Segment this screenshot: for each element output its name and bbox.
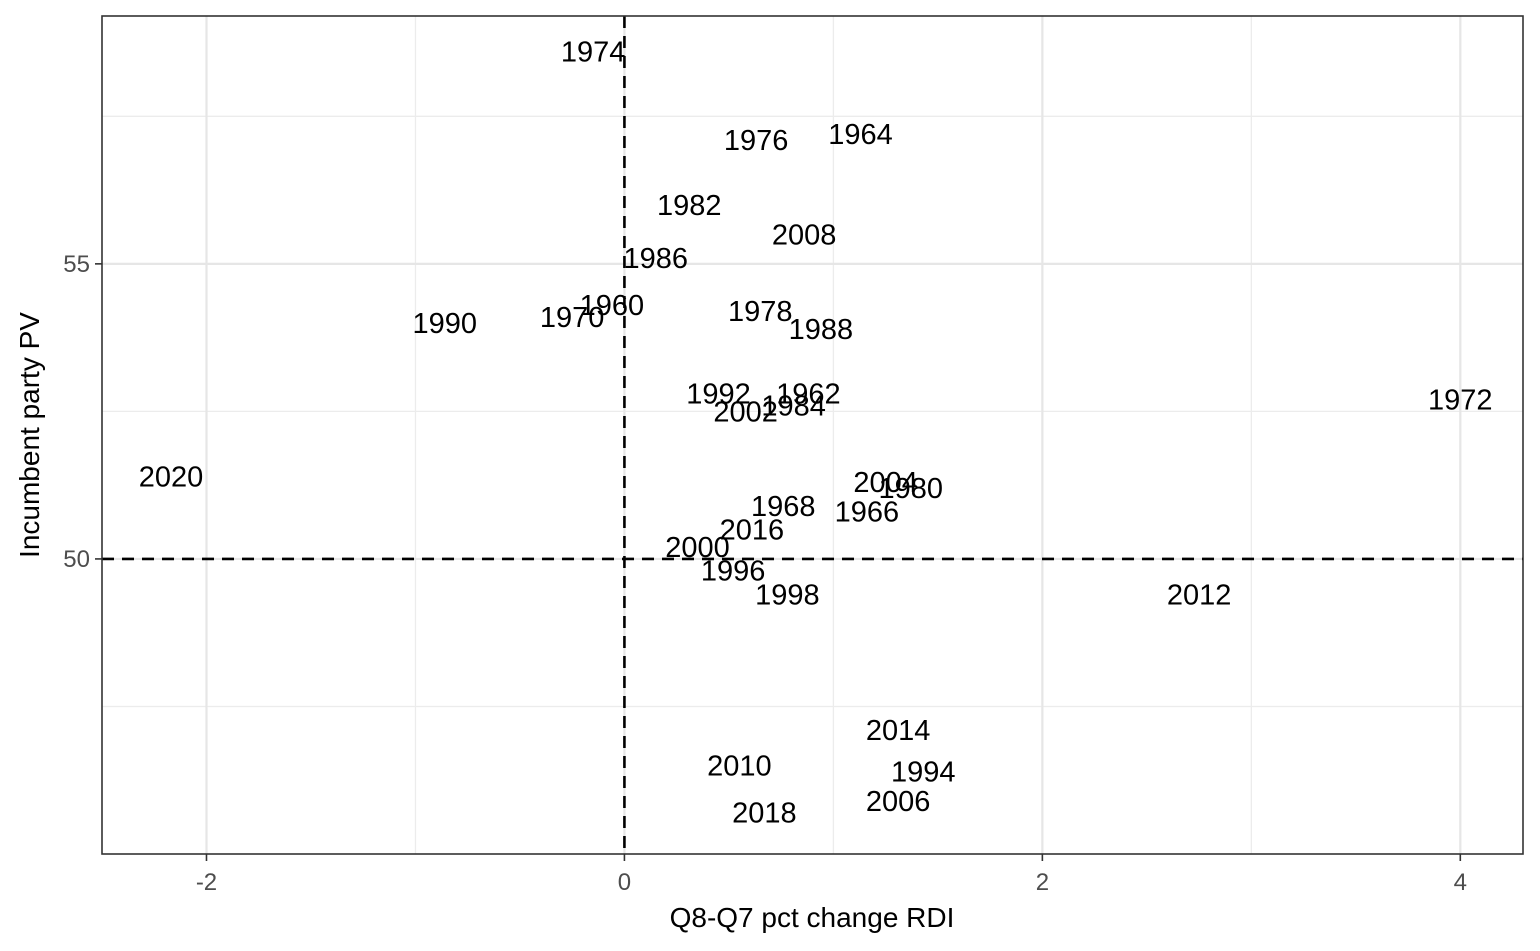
point-label-1970: 1970 bbox=[540, 302, 605, 334]
point-label-2012: 2012 bbox=[1167, 579, 1232, 611]
point-label-1972: 1972 bbox=[1428, 385, 1493, 417]
point-label-1962: 1962 bbox=[776, 379, 841, 411]
y-axis: 50 55 bbox=[63, 251, 102, 573]
point-label-1960: 1960 bbox=[580, 290, 645, 322]
point-label-1996: 1996 bbox=[701, 556, 766, 588]
reference-lines bbox=[102, 16, 1523, 854]
point-label-1966: 1966 bbox=[835, 497, 900, 529]
point-label-1990: 1990 bbox=[412, 308, 477, 340]
point-label-1994: 1994 bbox=[891, 756, 956, 788]
minor-gridlines bbox=[102, 16, 1523, 854]
x-axis-title: Q8-Q7 pct change RDI bbox=[670, 902, 955, 933]
point-label-2000: 2000 bbox=[665, 532, 730, 564]
point-label-2016: 2016 bbox=[720, 514, 785, 546]
y-tick-label: 50 bbox=[63, 546, 90, 573]
point-label-2004: 2004 bbox=[853, 467, 918, 499]
point-label-2018: 2018 bbox=[732, 798, 797, 830]
x-tick-label: 4 bbox=[1454, 869, 1467, 896]
point-label-1982: 1982 bbox=[657, 190, 722, 222]
x-tick-label: 0 bbox=[618, 869, 631, 896]
point-label-1964: 1964 bbox=[828, 119, 893, 151]
point-label-1978: 1978 bbox=[728, 296, 793, 328]
point-label-2006: 2006 bbox=[866, 786, 931, 818]
x-tick-label: 2 bbox=[1036, 869, 1049, 896]
point-label-2014: 2014 bbox=[866, 715, 931, 747]
y-tick-label: 55 bbox=[63, 251, 90, 278]
point-label-1984: 1984 bbox=[761, 390, 826, 422]
x-axis: -2 0 2 4 bbox=[196, 854, 1467, 896]
x-tick-label: -2 bbox=[196, 869, 217, 896]
point-label-1992: 1992 bbox=[686, 379, 751, 411]
panel-border bbox=[101, 15, 1524, 855]
point-label-1998: 1998 bbox=[755, 579, 820, 611]
point-label-1980: 1980 bbox=[878, 473, 943, 505]
point-label-2010: 2010 bbox=[707, 750, 772, 782]
point-label-2008: 2008 bbox=[772, 219, 837, 251]
point-label-1974: 1974 bbox=[561, 36, 626, 68]
point-label-1968: 1968 bbox=[751, 491, 816, 523]
point-label-1976: 1976 bbox=[724, 125, 789, 157]
point-label-1988: 1988 bbox=[789, 314, 854, 346]
y-axis-title: Incumbent party PV bbox=[14, 312, 45, 558]
point-label-2002: 2002 bbox=[713, 396, 778, 428]
point-label-2020: 2020 bbox=[139, 461, 204, 493]
plot-panel bbox=[102, 16, 1523, 854]
point-label-1986: 1986 bbox=[624, 243, 689, 275]
